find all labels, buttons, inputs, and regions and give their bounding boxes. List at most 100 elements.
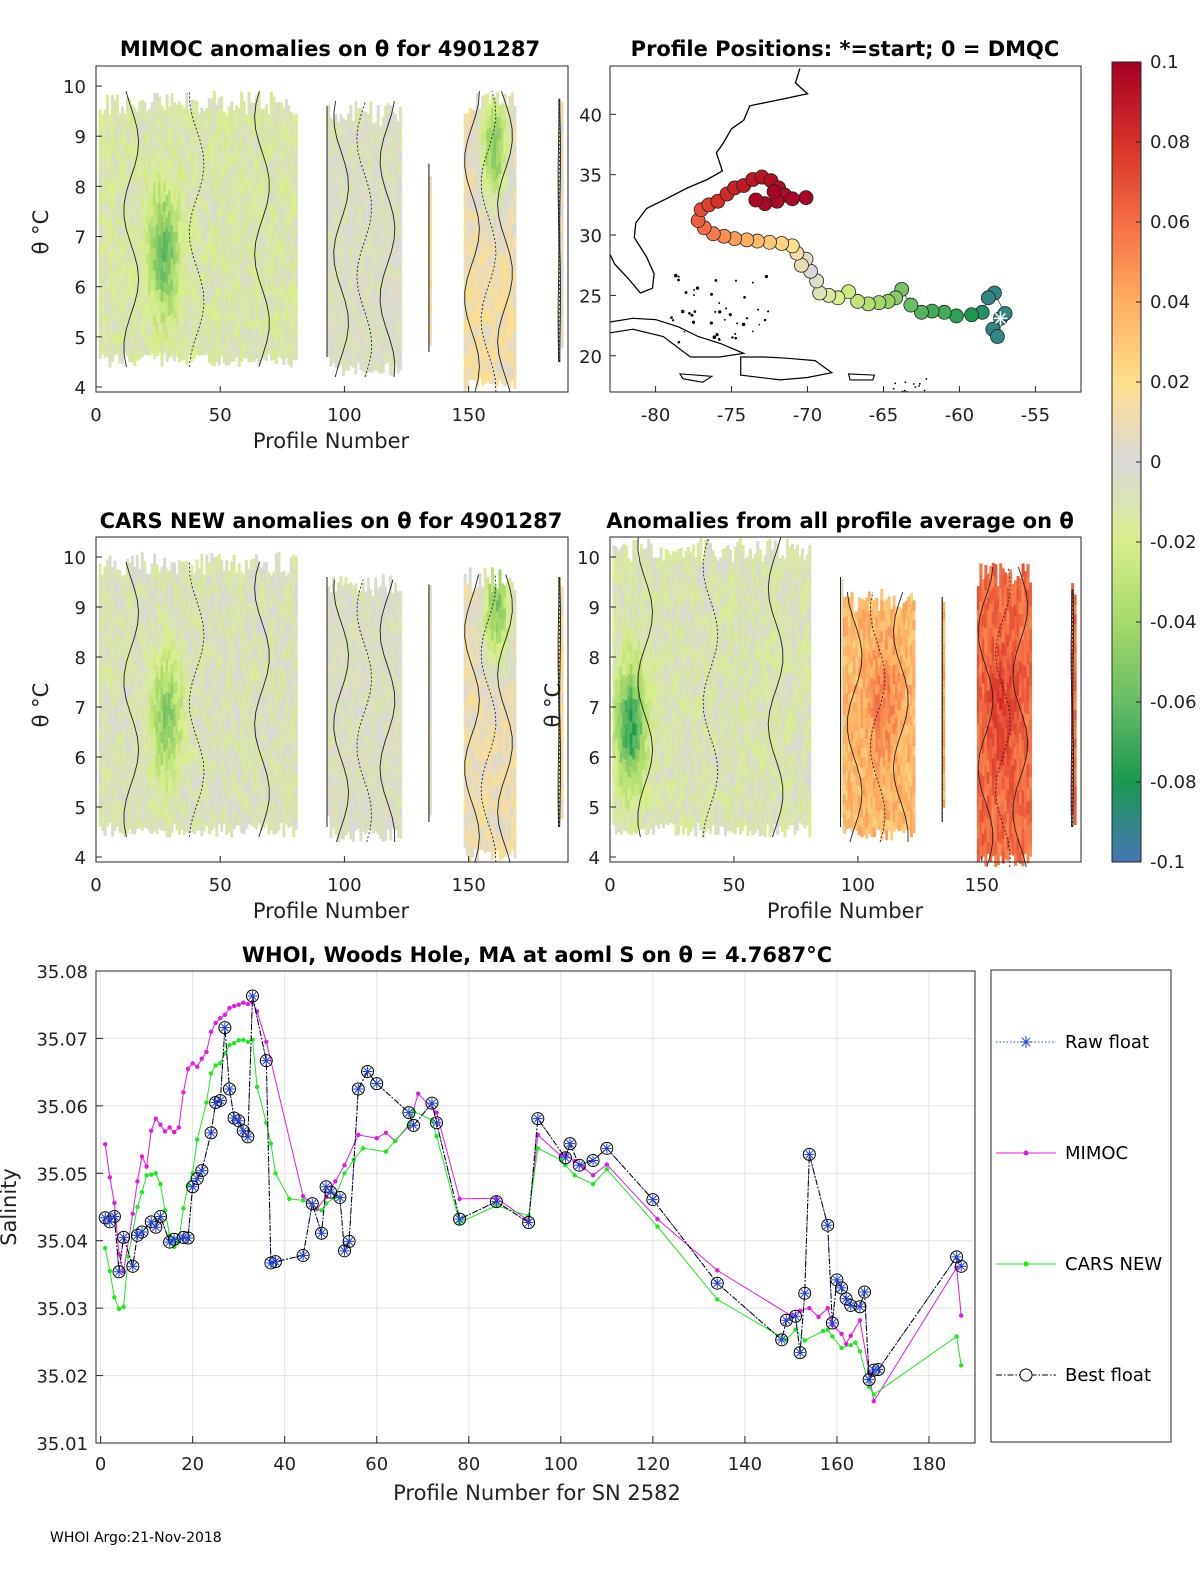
heatmap-cell xyxy=(242,197,246,209)
heatmap-cell xyxy=(481,108,485,121)
heatmap-cell xyxy=(215,126,219,138)
heatmap-cell xyxy=(125,558,129,571)
heatmap-cell xyxy=(247,226,251,239)
heatmap-cell xyxy=(329,210,333,222)
x-tick-label: 150 xyxy=(451,405,485,426)
heatmap-cell xyxy=(155,300,159,313)
heatmap-cell xyxy=(240,821,244,833)
heatmap-cell xyxy=(235,199,239,211)
heatmap-cell xyxy=(274,298,278,310)
heatmap-cell xyxy=(173,660,177,672)
heatmap-cell xyxy=(242,250,246,262)
heatmap-cell xyxy=(217,565,221,578)
heatmap-cell xyxy=(182,265,187,277)
heatmap-cell xyxy=(120,224,124,236)
heatmap-cell xyxy=(177,122,182,135)
heatmap-cell xyxy=(468,209,472,222)
heatmap-cell xyxy=(190,798,194,810)
heatmap-cell xyxy=(113,763,117,776)
heatmap-cell xyxy=(212,308,216,321)
heatmap-cell xyxy=(264,264,269,276)
heatmap-cell xyxy=(98,130,102,142)
heatmap-cell xyxy=(289,196,293,209)
heatmap-cell xyxy=(217,342,221,355)
heatmap-cell xyxy=(220,797,224,810)
heatmap-cell xyxy=(210,342,214,355)
contour-line xyxy=(379,101,396,378)
heatmap-cell xyxy=(510,164,514,177)
heatmap-cell xyxy=(192,132,196,144)
heatmap-cell xyxy=(168,263,172,275)
heatmap-cell xyxy=(513,235,517,248)
heatmap-cell xyxy=(250,703,254,715)
heatmap-cell xyxy=(138,655,142,667)
heatmap-cell xyxy=(508,120,512,133)
heatmap-cell xyxy=(257,92,261,105)
heatmap-cell xyxy=(158,635,162,648)
heatmap-cell xyxy=(202,293,206,305)
heatmap-cell xyxy=(245,593,249,606)
heatmap-cell xyxy=(158,245,162,257)
heatmap-cell xyxy=(180,661,184,674)
heatmap-cell xyxy=(242,747,246,759)
heatmap-cell xyxy=(332,291,336,303)
heatmap-cell xyxy=(391,364,395,376)
heatmap-cell xyxy=(143,164,147,176)
heatmap-cell xyxy=(103,192,107,204)
heatmap-cell xyxy=(170,775,174,788)
heatmap-cell xyxy=(394,196,398,208)
heatmap-cell xyxy=(123,173,127,185)
heatmap-cell xyxy=(197,325,201,336)
heatmap-cell xyxy=(220,571,224,584)
heatmap-cell xyxy=(180,606,184,618)
heatmap-cell xyxy=(168,648,172,660)
heatmap-cell xyxy=(150,586,154,598)
heatmap-cell xyxy=(391,221,395,234)
heatmap-cell xyxy=(287,148,291,160)
heatmap-cell xyxy=(210,634,214,647)
heatmap-cell xyxy=(269,259,273,272)
heatmap-cell xyxy=(386,340,390,352)
heatmap-cell xyxy=(100,343,105,355)
heatmap-cell xyxy=(160,116,164,128)
heatmap-cell xyxy=(130,233,134,245)
heatmap-cell xyxy=(217,275,221,288)
heatmap-cell xyxy=(110,105,114,118)
heatmap-cell xyxy=(463,240,467,253)
heatmap-cell xyxy=(192,572,196,585)
heatmap-cell xyxy=(235,604,239,616)
heatmap-cell xyxy=(148,139,152,151)
heatmap-cell xyxy=(374,235,378,247)
heatmap-cell xyxy=(490,299,495,313)
heatmap-cell xyxy=(232,600,236,613)
y-tick-label: 8 xyxy=(75,177,86,198)
heatmap-cell xyxy=(498,150,502,163)
heatmap-cell xyxy=(560,265,564,277)
heatmap-cell xyxy=(100,133,105,145)
heatmap-cell xyxy=(158,320,162,332)
heatmap-cell xyxy=(135,657,139,670)
heatmap-cell xyxy=(190,587,194,599)
heatmap-cell xyxy=(108,114,112,126)
heatmap-cell xyxy=(105,171,110,183)
heatmap-cell xyxy=(351,203,355,214)
heatmap-cell xyxy=(505,105,509,118)
heatmap-cell xyxy=(384,288,388,300)
heatmap-cell xyxy=(227,267,231,280)
heatmap-cell xyxy=(259,710,264,722)
heatmap-cell xyxy=(222,352,226,364)
heatmap-cell xyxy=(215,708,219,721)
heatmap-cell xyxy=(346,295,350,307)
heatmap-cell xyxy=(173,145,177,157)
heatmap-cell xyxy=(163,160,167,172)
heatmap-cell xyxy=(200,220,204,232)
heatmap-cell xyxy=(279,230,283,242)
heatmap-cell xyxy=(237,781,241,793)
heatmap-cell xyxy=(212,251,216,264)
heatmap-cell xyxy=(344,276,348,288)
heatmap-cell xyxy=(145,711,149,723)
heatmap-cell xyxy=(230,101,234,114)
heatmap-cell xyxy=(108,588,112,601)
heatmap-cell xyxy=(277,313,281,326)
heatmap-cell xyxy=(175,670,179,682)
